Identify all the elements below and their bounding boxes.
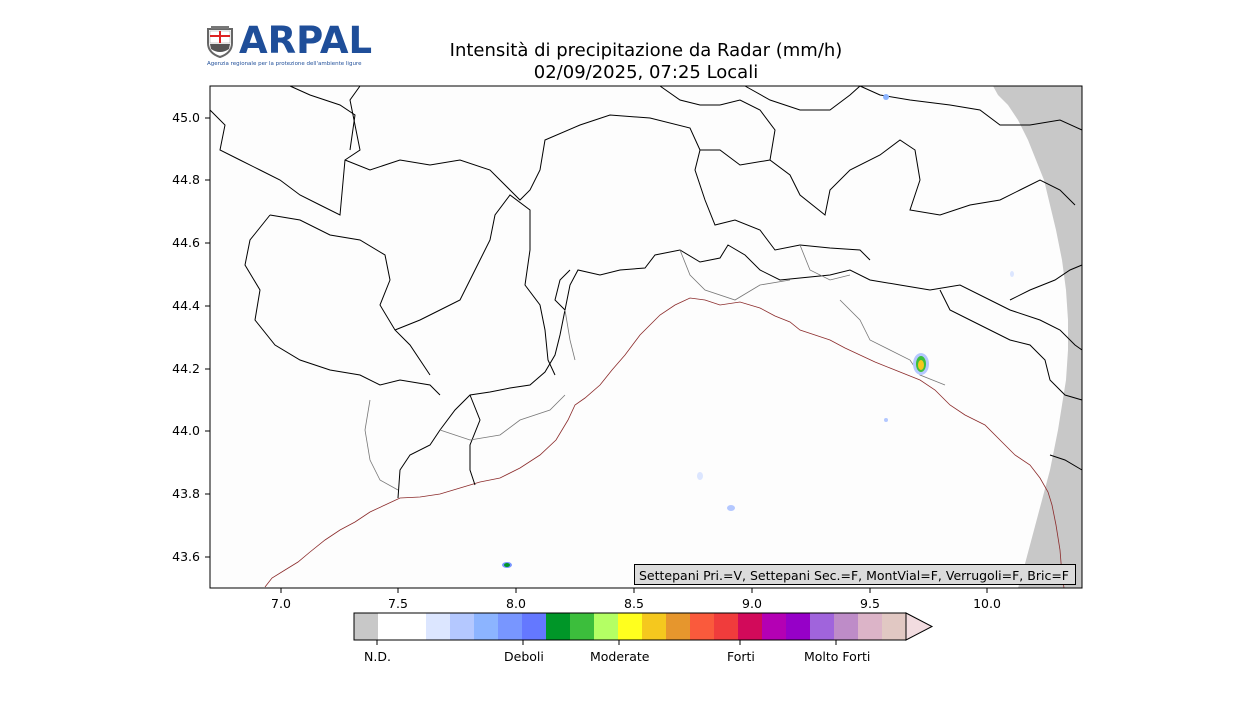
colorbar-swatch <box>786 613 811 640</box>
y-tick-label: 43.8 <box>172 486 200 501</box>
colorbar-swatch <box>594 613 619 640</box>
colorbar-swatch <box>762 613 787 640</box>
colorbar-swatch <box>858 613 883 640</box>
colorbar-swatch <box>618 613 643 640</box>
colorbar-swatch <box>450 613 475 640</box>
colorbar-ticks <box>376 640 837 645</box>
no-data-area <box>993 86 1082 588</box>
colorbar-label-molto-forti: Molto Forti <box>804 649 871 664</box>
colorbar-swatch <box>738 613 763 640</box>
coastline-west <box>264 297 1065 589</box>
colorbar <box>353 612 934 641</box>
x-tick-label: 10.0 <box>973 596 1001 611</box>
colorbar-swatch <box>522 613 547 640</box>
region-boundary <box>397 244 1083 499</box>
colorbar-swatch <box>882 613 907 640</box>
liguria-shield-icon <box>207 26 233 59</box>
y-tick-label: 44.4 <box>172 298 200 313</box>
colorbar-border <box>353 612 907 641</box>
logo-subtitle: Agenzia regionale per la protezione dell… <box>207 61 362 67</box>
x-tick-label: 9.0 <box>742 596 762 611</box>
colorbar-swatch <box>834 613 859 640</box>
x-tick-label: 8.5 <box>624 596 644 611</box>
radar-status-box: Settepani Pri.=V, Settepani Sec.=F, Mont… <box>634 564 1076 585</box>
logo-wordmark: ARPAL <box>239 19 373 62</box>
colorbar-swatch <box>426 613 451 640</box>
x-tick-label: 8.0 <box>506 596 526 611</box>
colorbar-label-forti: Forti <box>727 649 755 664</box>
colorbar-swatch <box>690 613 715 640</box>
colorbar-swatch <box>546 613 571 640</box>
y-tick-label: 44.8 <box>172 172 200 187</box>
municipal-boundaries <box>364 244 946 491</box>
colorbar-swatch <box>642 613 667 640</box>
y-tick-label: 45.0 <box>172 110 200 125</box>
x-tick-label: 9.5 <box>860 596 880 611</box>
map-title: Intensità di precipitazione da Radar (mm… <box>449 40 843 61</box>
radar-echoes <box>502 94 1014 568</box>
map-area <box>210 86 1082 588</box>
arpal-logo: ARPAL Agenzia regionale per la protezion… <box>205 19 375 73</box>
x-tick-label: 7.5 <box>388 596 408 611</box>
colorbar-swatch <box>474 613 499 640</box>
map-datetime: 02/09/2025, 07:25 Locali <box>533 62 759 83</box>
admin-boundaries <box>209 85 1083 486</box>
colorbar-swatch <box>714 613 739 640</box>
colorbar-swatch <box>810 613 835 640</box>
y-tick-label: 43.6 <box>172 549 200 564</box>
y-tick-label: 44.2 <box>172 361 200 376</box>
colorbar-label-moderate: Moderate <box>590 649 650 664</box>
colorbar-swatch <box>666 613 691 640</box>
y-tick-label: 44.0 <box>172 423 200 438</box>
colorbar-swatch <box>354 613 379 640</box>
x-tick-label: 7.0 <box>271 596 291 611</box>
y-tick-marks <box>205 117 210 558</box>
colorbar-swatch <box>402 613 427 640</box>
y-tick-label: 44.6 <box>172 235 200 250</box>
colorbar-label-deboli: Deboli <box>504 649 544 664</box>
colorbar-label-nd: N.D. <box>364 649 391 664</box>
colorbar-swatch <box>570 613 595 640</box>
colorbar-swatch <box>498 613 523 640</box>
x-tick-marks <box>280 588 988 593</box>
colorbar-swatch <box>378 613 403 640</box>
colorbar-extend-arrow <box>905 612 934 641</box>
